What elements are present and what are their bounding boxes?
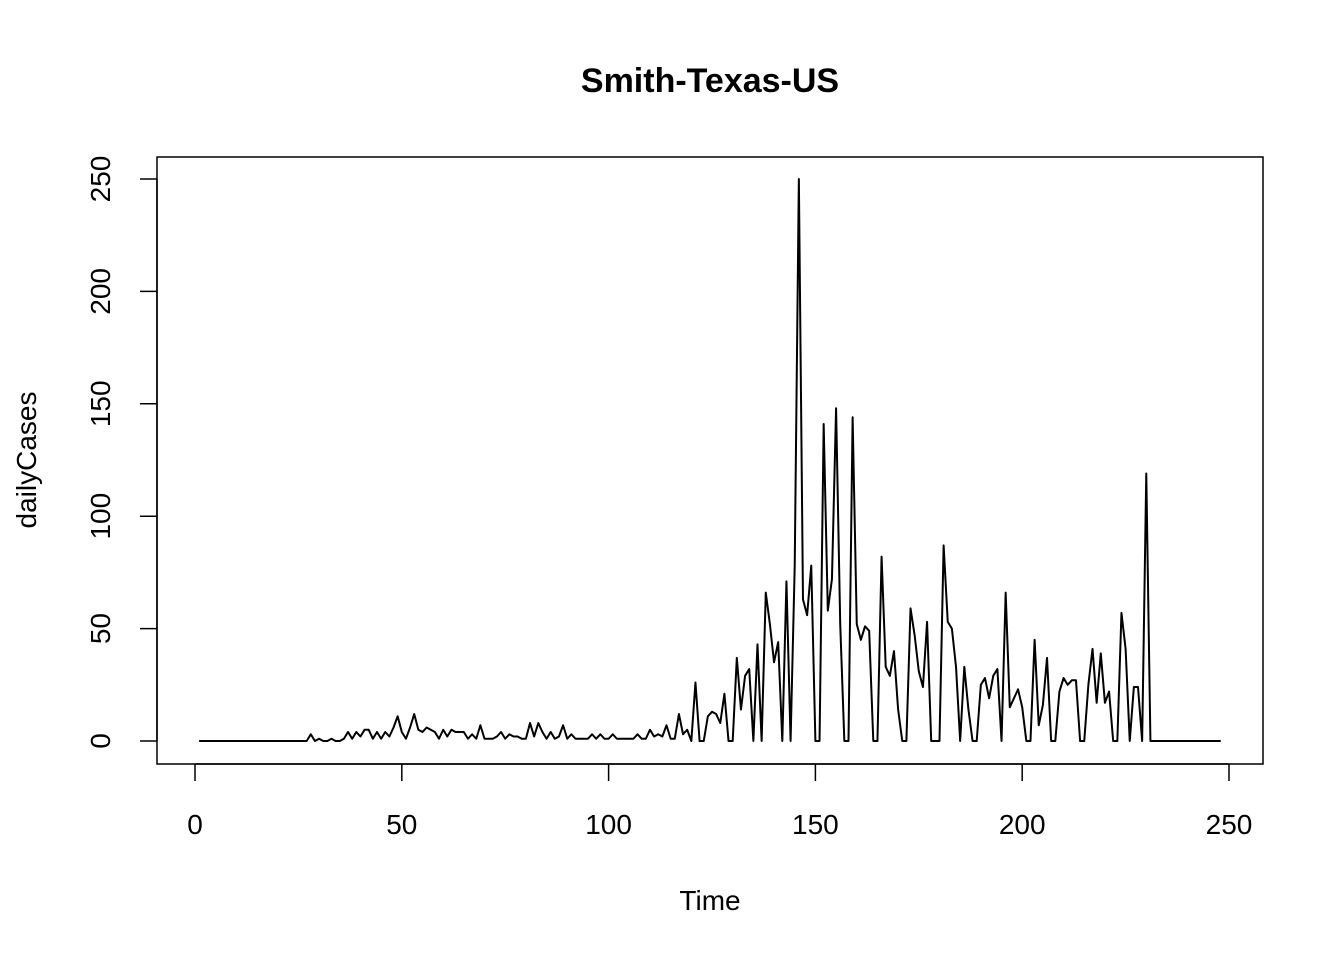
x-axis: 0 50 100 150 200 250	[187, 763, 1253, 840]
series-group	[199, 178, 1221, 742]
x-tick-label: 200	[999, 809, 1046, 840]
x-tick-label: 150	[792, 809, 839, 840]
y-tick-label: 250	[85, 156, 116, 203]
series-line-0	[199, 178, 1221, 742]
y-axis: 0 50 100 150 200 250	[85, 156, 158, 749]
chart-title: Smith-Texas-US	[581, 62, 839, 100]
x-tick-label: 100	[585, 809, 632, 840]
x-tick-label: 50	[386, 809, 417, 840]
y-tick-label: 50	[85, 613, 116, 644]
x-tick-label: 250	[1206, 809, 1253, 840]
y-tick-label: 0	[85, 733, 116, 749]
plot-frame	[156, 156, 1264, 765]
y-tick-label: 200	[85, 268, 116, 315]
y-tick-label: 100	[85, 493, 116, 540]
x-tick-label: 0	[187, 809, 203, 840]
y-axis-label: dailyCases	[11, 392, 42, 529]
x-axis-label: Time	[679, 885, 740, 916]
y-tick-label: 150	[85, 380, 116, 427]
